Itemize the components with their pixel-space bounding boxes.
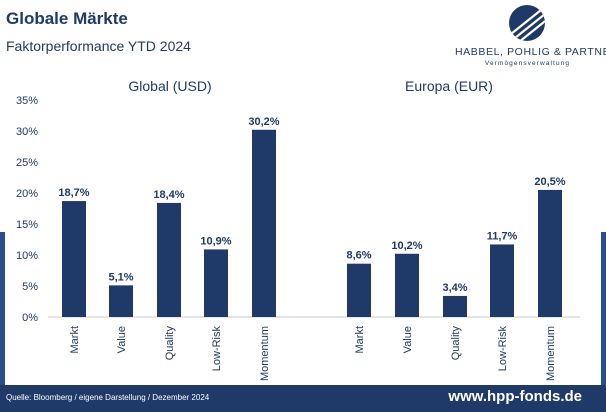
bar-low-risk bbox=[204, 249, 228, 317]
y-tick-label: 30% bbox=[16, 126, 38, 138]
company-logo: HABBEL, POHLIG & PARTNER Vermögensverwal… bbox=[455, 4, 606, 70]
data-label: 20,5% bbox=[534, 176, 565, 188]
y-tick-label: 15% bbox=[16, 219, 38, 231]
x-tick-label: Quality bbox=[450, 326, 462, 361]
footer-band: Quelle: Bloomberg / eigene Darstellung /… bbox=[0, 385, 606, 412]
y-tick-label: 0% bbox=[22, 312, 38, 324]
data-label: 5,1% bbox=[108, 271, 133, 283]
x-tick-label: Low-Risk bbox=[497, 326, 509, 372]
x-tick-label: Momentum bbox=[259, 326, 271, 381]
group-title: Europa (EUR) bbox=[405, 78, 493, 94]
bar-value bbox=[109, 285, 133, 317]
x-tick-label: Quality bbox=[164, 326, 176, 361]
y-tick-label: 5% bbox=[22, 281, 38, 293]
page-subtitle: Faktorperformance YTD 2024 bbox=[6, 38, 191, 54]
factor-bar-chart: 0% 5% 10% 15% 20% 25% 30% 35% Global (USD) 18,7% M… bbox=[16, 78, 580, 381]
y-tick-label: 10% bbox=[16, 250, 38, 262]
data-label: 18,7% bbox=[58, 187, 89, 199]
data-label: 11,7% bbox=[487, 230, 518, 242]
bar-quality bbox=[157, 202, 181, 317]
y-tick-label: 25% bbox=[16, 157, 38, 169]
bar-low-risk bbox=[490, 244, 514, 317]
x-tick-label: Value bbox=[402, 326, 414, 353]
data-label: 3,4% bbox=[442, 282, 467, 294]
data-label: 10,2% bbox=[391, 240, 422, 252]
x-tick-label: Low-Risk bbox=[211, 326, 223, 372]
bar-value bbox=[395, 253, 419, 317]
hpp-logo-emblem-icon bbox=[509, 5, 545, 41]
group-title: Global (USD) bbox=[128, 78, 211, 94]
x-tick-label: Markt bbox=[354, 326, 366, 354]
bar-quality bbox=[443, 295, 467, 317]
logo-name: HABBEL, POHLIG & PARTNER bbox=[455, 46, 606, 58]
logo-tagline: Vermögensverwaltung bbox=[484, 60, 571, 67]
x-tick-label: Markt bbox=[69, 326, 81, 354]
y-tick-label: 20% bbox=[16, 188, 38, 200]
website-link[interactable]: www.hpp-fonds.de bbox=[448, 388, 582, 405]
page-title: Globale Märkte bbox=[6, 9, 128, 28]
source-note: Quelle: Bloomberg / eigene Darstellung /… bbox=[6, 393, 210, 402]
bar-markt bbox=[347, 263, 371, 317]
data-label: 18,4% bbox=[153, 189, 184, 201]
bar-momentum bbox=[252, 129, 276, 317]
data-label: 30,2% bbox=[248, 116, 279, 128]
bar-momentum bbox=[538, 189, 562, 317]
right-accent-bar bbox=[601, 232, 606, 388]
left-accent-bar bbox=[0, 232, 5, 388]
x-tick-label: Momentum bbox=[545, 326, 557, 381]
bar-markt bbox=[62, 201, 86, 317]
data-label: 10,9% bbox=[200, 235, 231, 247]
y-tick-label: 35% bbox=[16, 95, 38, 107]
x-tick-label: Value bbox=[116, 326, 128, 353]
data-label: 8,6% bbox=[346, 250, 371, 262]
